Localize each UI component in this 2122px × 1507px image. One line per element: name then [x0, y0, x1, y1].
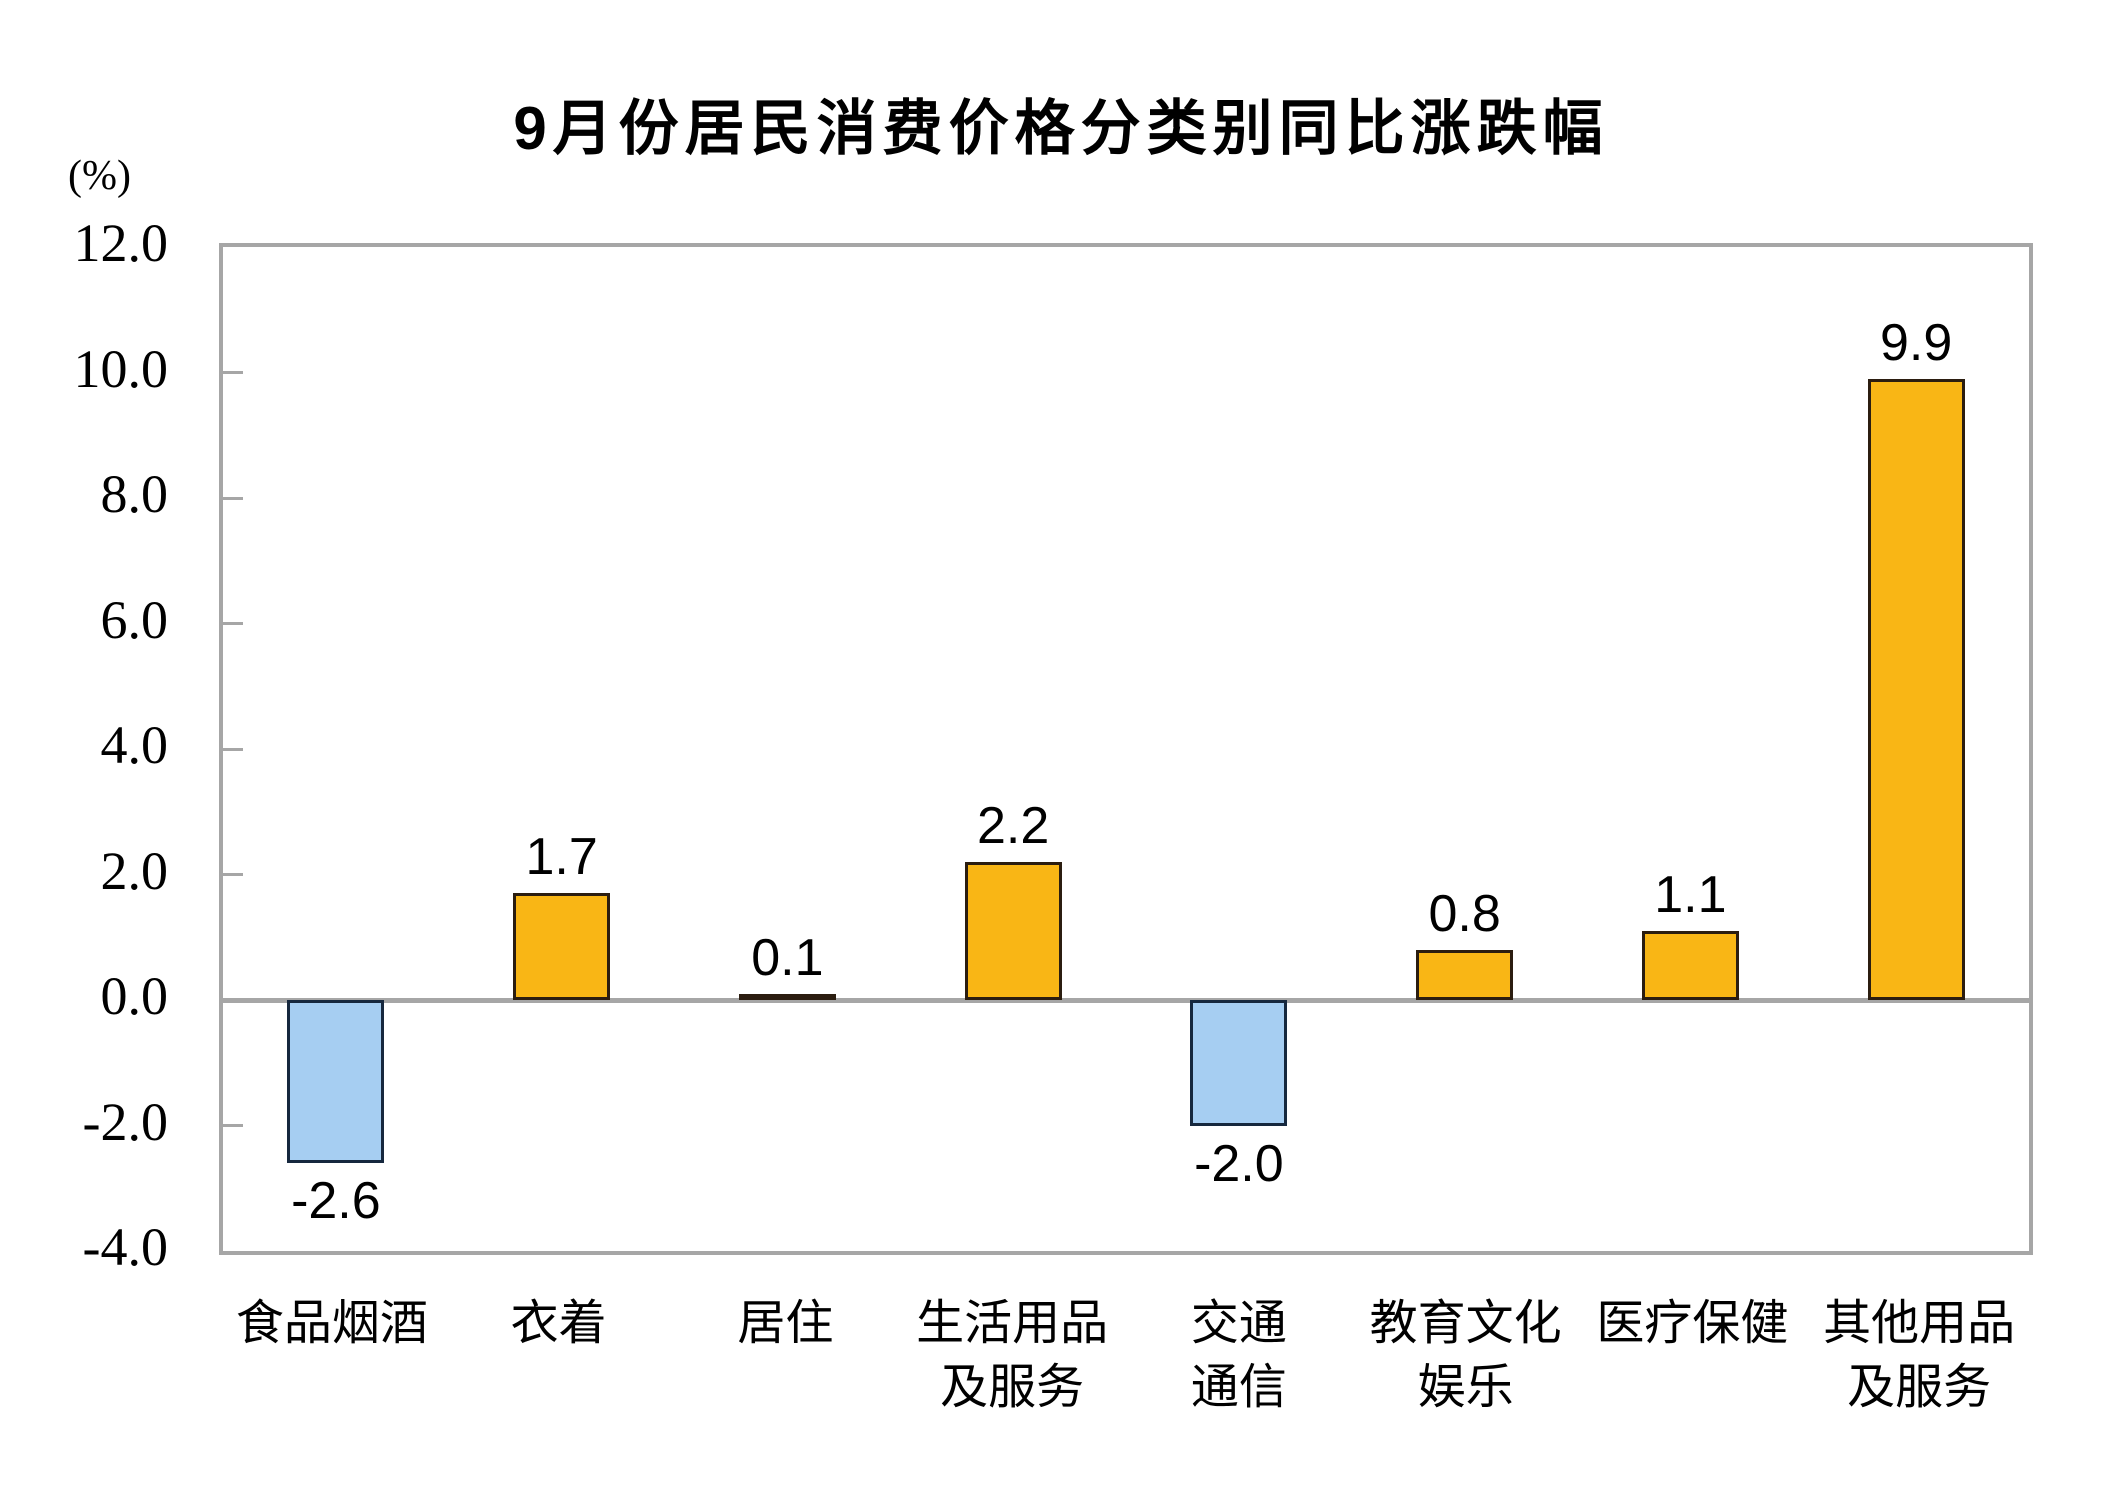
category-label: 教育文化 娱乐 [1369, 1297, 1562, 1414]
y-axis-tick-mark [223, 622, 243, 625]
category-label: 衣着 [510, 1297, 607, 1350]
y-axis-tick-label: 10.0 [73, 338, 169, 399]
y-axis-tick-label: 4.0 [100, 715, 169, 775]
y-axis-tick-mark [223, 873, 243, 876]
category-label: 居住 [737, 1297, 834, 1350]
y-axis-tick-label: 6.0 [100, 589, 169, 650]
y-axis-unit-label: (%) [68, 153, 131, 199]
chart-bar [1867, 378, 1965, 1000]
bar-value-label: 1.1 [1654, 865, 1727, 924]
y-axis-tick-mark [223, 496, 243, 500]
y-axis-tick-label: 2.0 [100, 840, 169, 901]
y-axis-tick-label: 8.0 [100, 464, 169, 524]
bar-value-label: 9.9 [1879, 313, 1953, 372]
category-label: 其他用品 及服务 [1823, 1297, 2016, 1414]
y-axis-tick-label: 0.0 [100, 966, 169, 1026]
chart-bar [738, 993, 836, 1000]
bar-value-label: -2.6 [291, 1172, 381, 1231]
category-label: 食品烟酒 [235, 1297, 428, 1350]
chart-plot-area: -2.6 1.7 0.1 2.2 -2.0 0.8 1.1 9.9 [219, 243, 2033, 1255]
bar-value-label: 0.8 [1428, 884, 1501, 943]
y-axis-tick-mark [223, 747, 243, 751]
bar-value-label: 0.1 [751, 928, 824, 987]
chart-bar [287, 1000, 385, 1164]
y-axis-tick-label: -2.0 [82, 1091, 168, 1152]
category-label: 交通 通信 [1190, 1297, 1287, 1414]
y-axis-tick-mark [223, 371, 243, 374]
y-axis-tick-label: -4.0 [82, 1217, 168, 1277]
chart-bar [964, 861, 1062, 1000]
chart-bar [1416, 949, 1514, 1000]
category-label: 医疗保健 [1596, 1297, 1789, 1350]
category-label: 生活用品 及服务 [916, 1297, 1109, 1414]
chart-bar [1641, 930, 1739, 1000]
y-axis-tick-label: 12.0 [73, 213, 169, 273]
chart-bar [513, 893, 611, 1000]
chart-title: 9月份居民消费价格分类别同比涨跌幅 [513, 95, 1609, 162]
bar-value-label: 2.2 [976, 796, 1050, 855]
chart-bar [1190, 1000, 1288, 1126]
bar-value-label: -2.0 [1194, 1134, 1284, 1193]
zero-axis-line [223, 997, 2029, 1003]
y-axis-tick-mark [223, 1124, 243, 1127]
bar-value-label: 1.7 [525, 828, 598, 887]
